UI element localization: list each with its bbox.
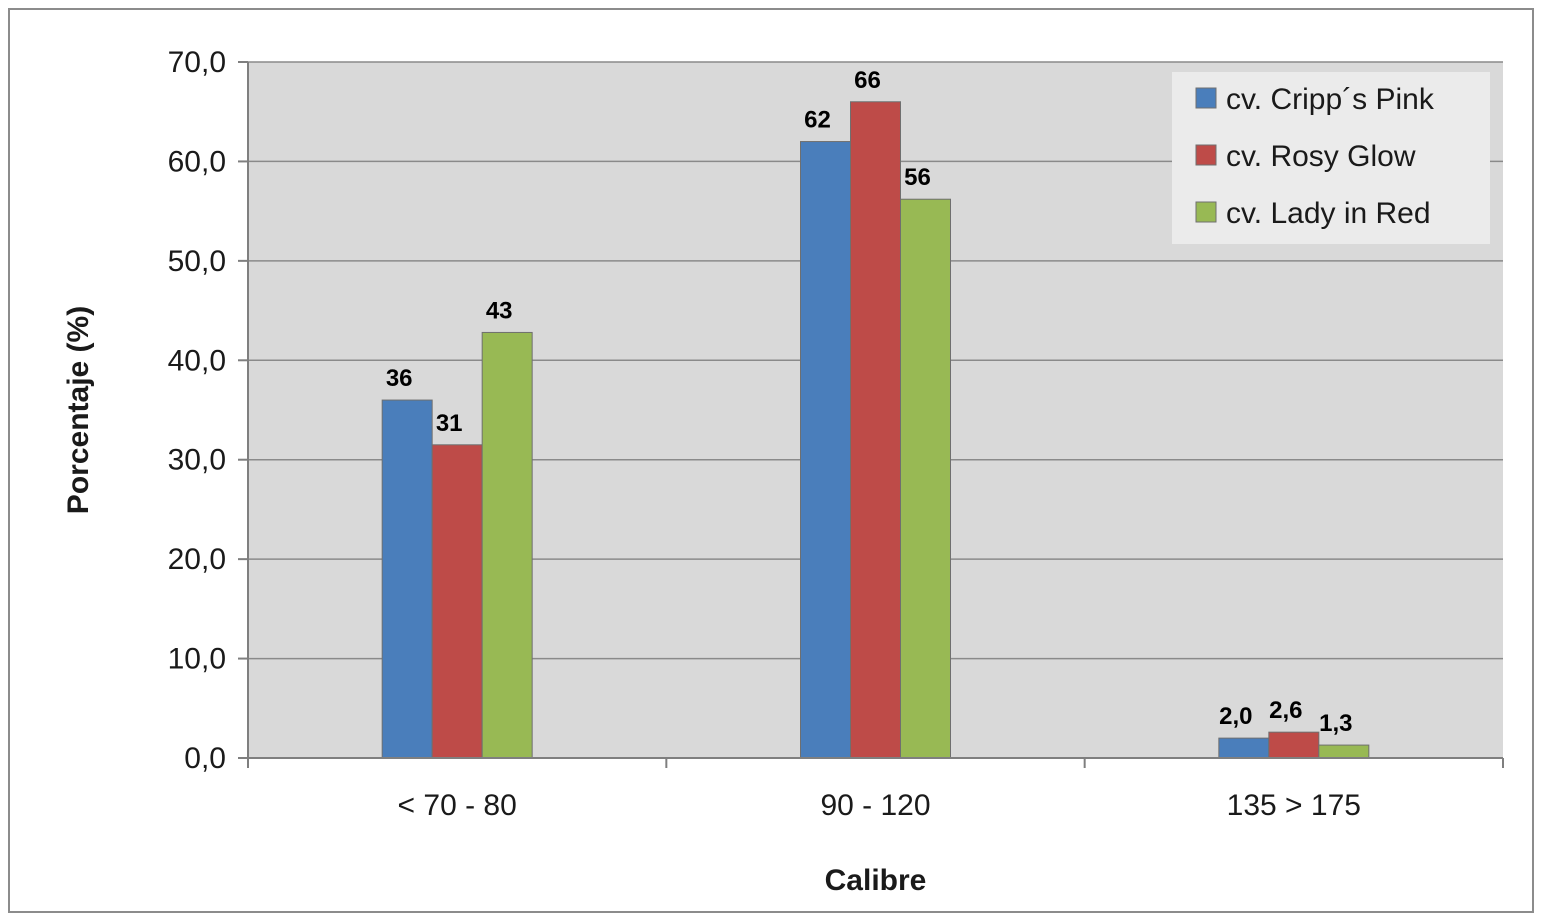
y-tick-label: 50,0 [168, 245, 226, 278]
bar [800, 141, 851, 759]
data-label: 31 [436, 410, 463, 437]
x-tick-label: 135 > 175 [1227, 789, 1361, 822]
bar [431, 444, 483, 759]
bar [1268, 731, 1320, 759]
x-tick-labels: < 70 - 80 90 - 120 135 > 175 [398, 789, 1361, 822]
data-label: 2,0 [1219, 703, 1252, 730]
x-tick-label: 90 - 120 [820, 789, 930, 822]
bar [481, 331, 533, 759]
y-tick-label: 10,0 [168, 643, 226, 676]
x-tick-label: < 70 - 80 [398, 789, 517, 822]
y-tick-labels: 0,0 10,0 20,0 30,0 40,0 50,0 60,0 70,0 [168, 46, 226, 775]
y-tick-label: 20,0 [168, 543, 226, 576]
bar [381, 399, 433, 759]
axes [238, 61, 1504, 768]
y-tick-label: 40,0 [168, 344, 226, 377]
bar [900, 198, 951, 759]
bar [850, 101, 901, 759]
legend-swatch [1195, 87, 1217, 109]
y-axis-title: Porcentaje (%) [62, 306, 95, 514]
legend-box [1172, 72, 1490, 244]
y-tick-label: 60,0 [168, 145, 226, 178]
legend-swatch [1195, 144, 1217, 166]
legend-label: cv. Rosy Glow [1226, 140, 1416, 173]
legend-swatch [1195, 201, 1217, 223]
legend: cv. Cripp´s Pink cv. Rosy Glow cv. Lady in… [1172, 72, 1490, 244]
y-tick-label: 0,0 [184, 742, 226, 775]
bar [1218, 737, 1270, 759]
bar [1318, 744, 1370, 759]
y-tick-label: 70,0 [168, 46, 226, 79]
data-label: 62 [804, 107, 831, 134]
y-tick-label: 30,0 [168, 444, 226, 477]
data-labels: 36 31 43 62 66 56 2,0 2,6 1,3 [386, 67, 1353, 737]
data-label: 56 [904, 164, 931, 191]
data-label: 66 [854, 67, 881, 94]
legend-label: cv. Cripp´s Pink [1226, 83, 1435, 116]
data-label: 1,3 [1319, 710, 1352, 737]
x-axis-title: Calibre [825, 864, 927, 897]
legend-label: cv. Lady in Red [1226, 197, 1431, 230]
data-label: 43 [486, 297, 513, 324]
data-label: 2,6 [1269, 697, 1302, 724]
data-label: 36 [386, 365, 413, 392]
